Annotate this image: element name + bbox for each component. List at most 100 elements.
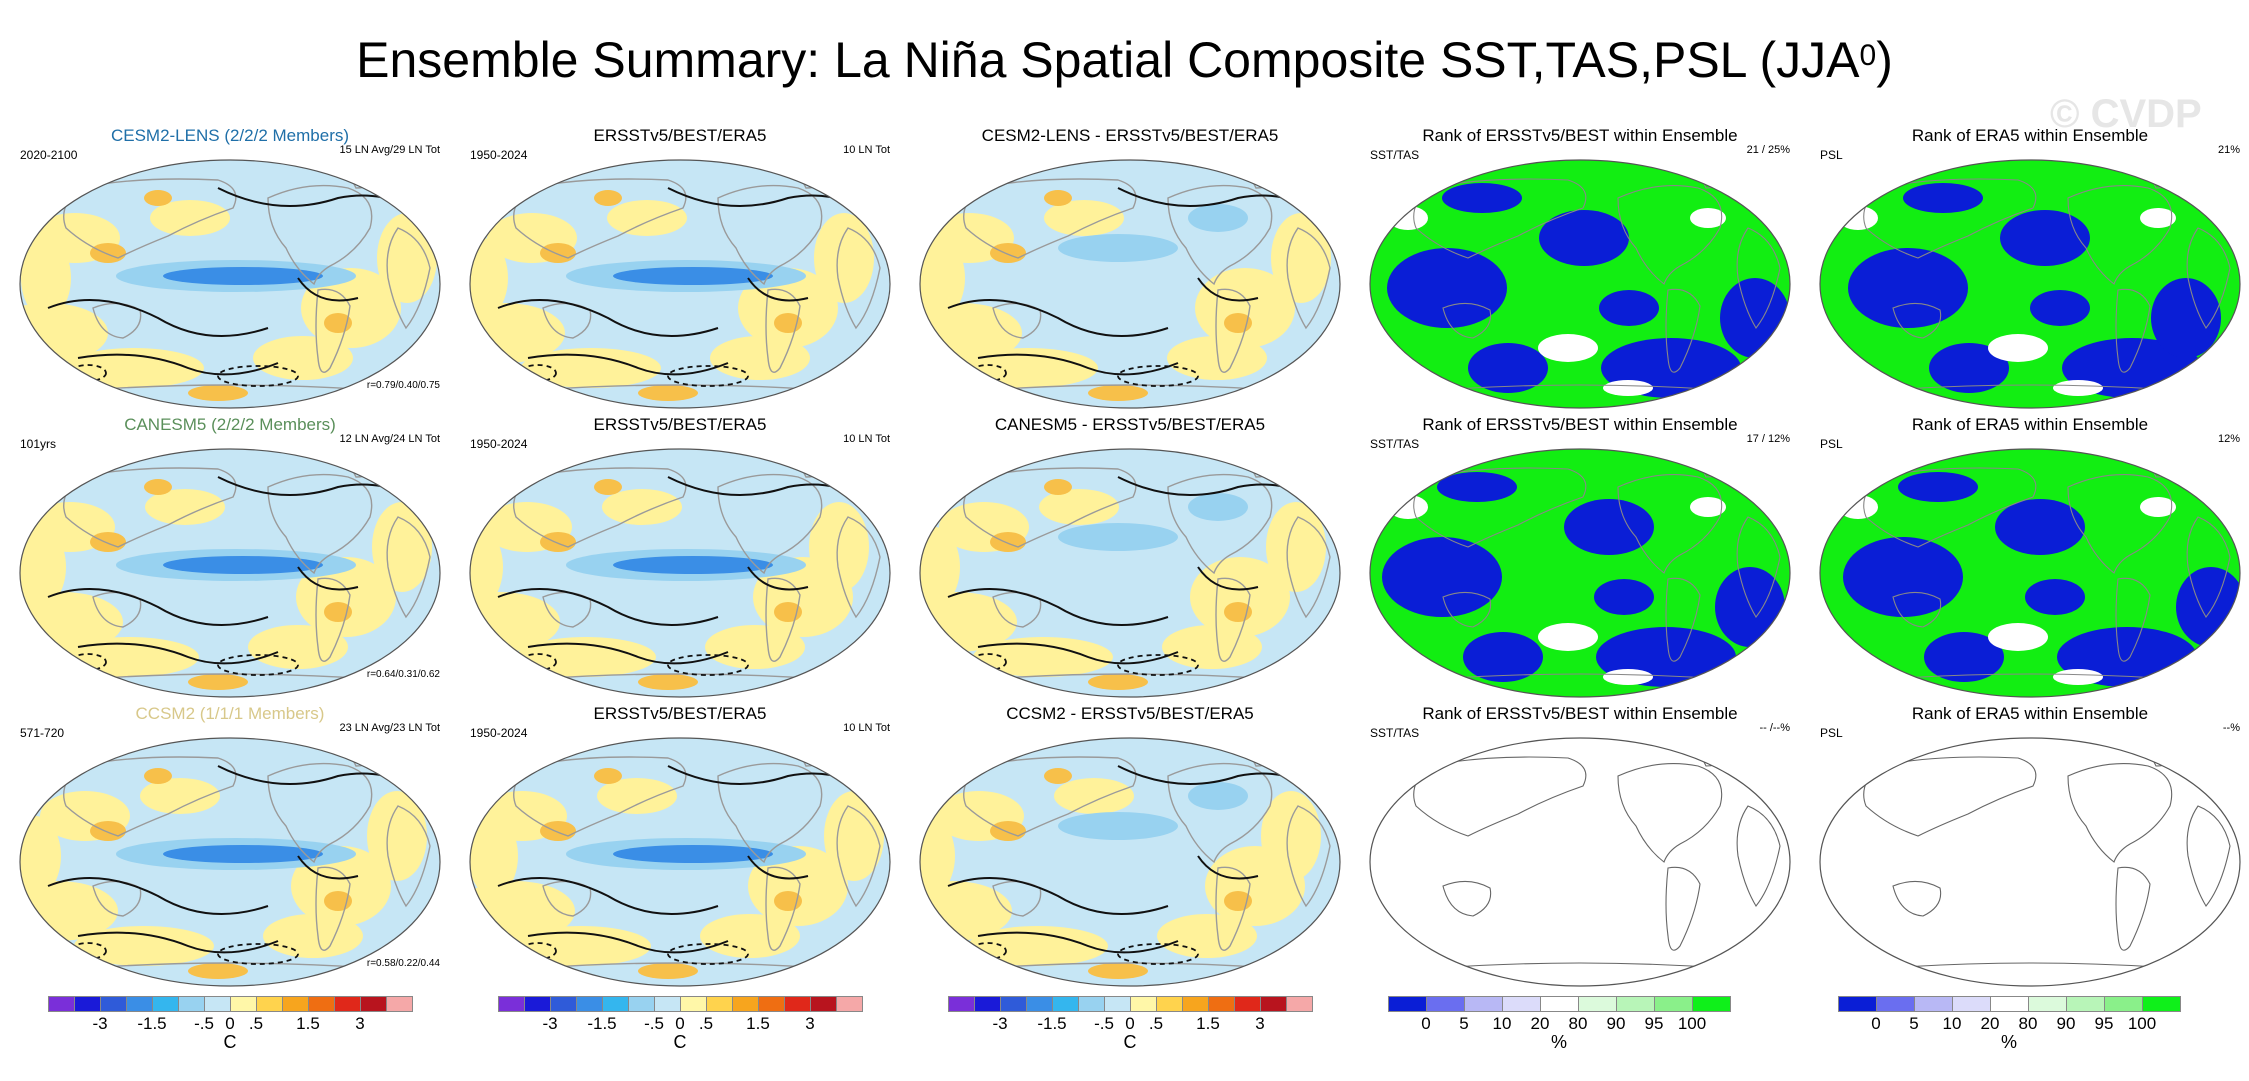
warm-anomaly-region	[809, 502, 869, 592]
rank-low-region	[1848, 248, 1968, 328]
robinson-map	[469, 448, 891, 698]
panel-title: CESM2-LENS (2/2/2 Members)	[110, 126, 350, 145]
warm-anomaly-region	[1266, 502, 1326, 592]
rank-low-region	[1903, 183, 1983, 213]
rank-field-layer	[1820, 738, 2240, 986]
coastline-africa	[1286, 805, 1331, 908]
panel-count-label: 17 / 12%	[1746, 433, 1790, 445]
colorbar-tick-label: -3	[992, 1014, 1008, 1033]
coastline-south-america	[1215, 577, 1251, 662]
rank-low-region	[1463, 632, 1543, 682]
colorbar-tick-label: 80	[1568, 1014, 1588, 1033]
coastline-south-america	[765, 866, 801, 951]
cvdp-watermark: © CVDP	[2050, 92, 2202, 136]
warm-anomaly-core	[90, 532, 126, 552]
coastline-africa	[836, 227, 881, 330]
warm-anomaly-region	[814, 213, 874, 303]
psl-contour-negative	[667, 943, 749, 965]
warm-anomaly-region	[248, 625, 348, 669]
panel-period-label: SST/TAS	[1370, 148, 1420, 162]
rank-low-region	[1382, 537, 1502, 617]
coastline-south-america	[765, 288, 801, 373]
map-panel-rank2: Rank of ERA5 within Ensemble PSL 21%	[1818, 126, 2242, 416]
coastline-south-america	[315, 288, 351, 373]
map-panel-model: CESM2-LENS (2/2/2 Members) 2020-2100 15 LN…	[18, 126, 442, 416]
colorbar-box	[1234, 996, 1261, 1012]
coastline-eurasia	[63, 178, 237, 259]
figure-title-close: )	[1876, 32, 1893, 88]
psl-contour-positive	[747, 855, 809, 880]
warm-anomaly-region	[597, 778, 677, 814]
colorbar-box	[1182, 996, 1209, 1012]
panel-title: ERSSTv5/BEST/ERA5	[593, 126, 767, 145]
warm-anomaly-core	[990, 532, 1026, 552]
rank-low-region	[2025, 579, 2085, 615]
colorbar-tick-label: 20	[1530, 1014, 1550, 1033]
colorbar-box	[1502, 996, 1541, 1012]
colorbar-tick-label: 80	[2018, 1014, 2038, 1033]
warm-anomaly-region	[372, 502, 432, 592]
psl-contour-positive	[497, 877, 719, 915]
colorbar-unit: C	[223, 1032, 237, 1052]
field-layer	[470, 160, 890, 408]
psl-contour-positive	[977, 642, 1179, 665]
psl-contour-positive	[747, 566, 809, 591]
colorbar-box	[1578, 996, 1617, 1012]
colorbar-tick-label: 95	[2094, 1014, 2114, 1033]
map-border	[19, 448, 441, 698]
colorbar-box	[654, 996, 681, 1012]
robinson-map	[919, 737, 1341, 987]
figure-title-superscript: 0	[1859, 39, 1877, 72]
colorbar-box	[386, 996, 413, 1012]
rank-low-region	[1924, 632, 2004, 682]
panel-count-label: 21%	[2217, 144, 2240, 156]
rank-mid-region	[2053, 380, 2103, 396]
coastline-africa	[1736, 805, 1781, 907]
warm-anomaly-region	[1039, 489, 1119, 525]
warm-anomaly-core	[1088, 674, 1148, 690]
colorbar-box	[230, 996, 257, 1012]
warm-anomaly-region	[74, 926, 214, 966]
psl-contour-positive	[297, 277, 359, 302]
panel-period-label: 1950-2024	[470, 148, 528, 162]
coastline-south-america	[1665, 866, 1701, 951]
colorbar-box	[1654, 996, 1693, 1012]
panel-title: ERSSTv5/BEST/ERA5	[593, 415, 767, 434]
colorbar-box	[360, 996, 387, 1012]
robinson-map	[469, 159, 891, 409]
colorbar-box	[334, 996, 361, 1012]
panel-period-label: 571-720	[20, 726, 65, 740]
psl-contour-positive	[1197, 566, 1259, 591]
psl-contour-positive	[527, 642, 729, 665]
coastline-australia	[1892, 880, 1942, 917]
warm-anomaly-region	[253, 336, 353, 380]
warm-anomaly-region	[470, 527, 503, 607]
coastline-north-america	[717, 762, 823, 864]
coastline-australia	[1892, 302, 1942, 339]
rank-mid-region	[2053, 669, 2103, 685]
panel-period-label: 2020-2100	[20, 148, 78, 162]
map-border	[919, 448, 1341, 698]
cool-tongue-core	[163, 845, 323, 863]
panel-title: CANESM5 - ERSSTv5/BEST/ERA5	[994, 415, 1266, 434]
coastline-south-america	[315, 866, 351, 951]
rank-field-layer	[1370, 449, 1790, 697]
coastline-africa	[2186, 805, 2231, 907]
coastline-africa	[1736, 227, 1781, 329]
psl-contour-positive	[77, 931, 279, 954]
warm-anomaly-region	[150, 200, 230, 236]
warm-anomaly-core	[1044, 768, 1072, 784]
colorbar-box	[1156, 996, 1183, 1012]
pattern-correlation-label: r=0.79/0.40/0.75	[366, 380, 440, 391]
psl-contour-positive	[947, 877, 1169, 915]
coastline-africa	[386, 805, 431, 908]
psl-contour-negative	[1117, 654, 1199, 676]
psl-contour-positive	[947, 299, 1169, 337]
coastline-eurasia	[1863, 756, 2037, 837]
warm-anomaly-region	[602, 489, 682, 525]
colorbar-box	[784, 996, 811, 1012]
coastline-north-america	[717, 184, 823, 286]
panel-title: Rank of ERA5 within Ensemble	[1911, 415, 2149, 434]
panel-period-label: PSL	[1820, 148, 1843, 162]
map-border	[469, 448, 891, 698]
